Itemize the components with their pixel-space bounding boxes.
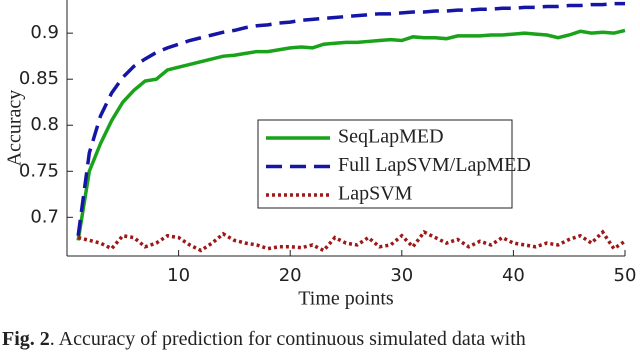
series-line bbox=[76, 1, 625, 236]
x-tick-label: 40 bbox=[502, 265, 525, 286]
y-tick-label: 0.75 bbox=[19, 160, 59, 181]
x-tick-label: 50 bbox=[614, 265, 637, 286]
x-tick-label: 10 bbox=[167, 265, 190, 286]
legend-label: SeqLapMED bbox=[338, 126, 444, 148]
y-axis-label: Accuracy bbox=[4, 90, 26, 167]
x-tick-label: 20 bbox=[279, 265, 302, 286]
series-line bbox=[76, 28, 626, 241]
x-tick-label: 30 bbox=[390, 265, 413, 286]
y-tick-label: 0.8 bbox=[30, 114, 59, 135]
legend-label: Full LapSVM/LapMED bbox=[338, 154, 531, 176]
y-tick-label: 0.7 bbox=[30, 206, 59, 227]
legend-label: LapSVM bbox=[338, 183, 413, 205]
x-axis-label: Time points bbox=[298, 288, 394, 310]
caption-text: . Accuracy of prediction for continuous … bbox=[50, 328, 526, 350]
series-line bbox=[77, 229, 626, 253]
legend-box bbox=[257, 119, 513, 209]
caption: Fig. 2. Accuracy of prediction for conti… bbox=[2, 328, 526, 350]
y-tick-label: 0.9 bbox=[30, 22, 59, 43]
y-tick-label: 0.85 bbox=[19, 68, 59, 89]
caption-label: Fig. 2 bbox=[2, 328, 50, 350]
